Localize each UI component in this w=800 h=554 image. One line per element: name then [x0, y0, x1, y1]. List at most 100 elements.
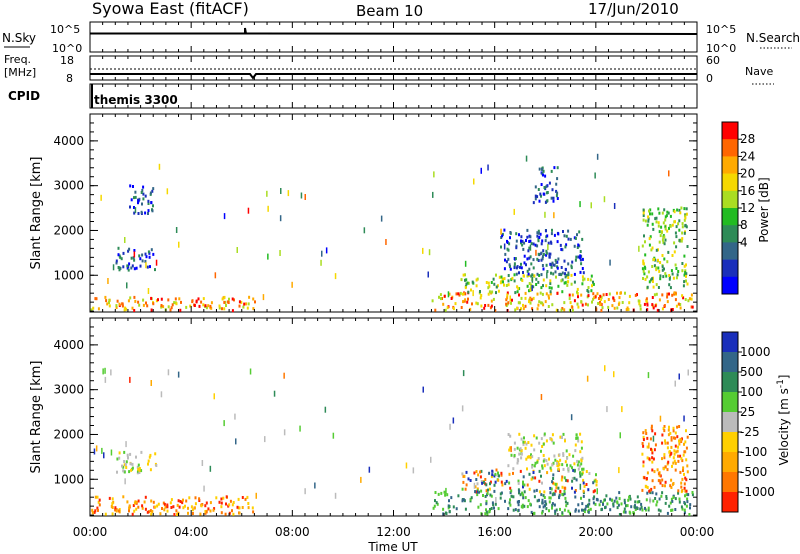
- power-echo-cell: [684, 265, 686, 268]
- velocity-echo-cell: [609, 498, 611, 501]
- power-echo-cell: [506, 296, 508, 299]
- power-echo-cell: [525, 292, 527, 295]
- velocity-echo-cell: [581, 459, 583, 462]
- power-echo-cell: [521, 279, 523, 282]
- velocity-echo-cell: [634, 500, 636, 503]
- power-echo-cell: [128, 299, 130, 302]
- velocity-echo-cell: [110, 369, 112, 375]
- power-echo-cell: [535, 278, 537, 281]
- velocity-echo-cell: [680, 482, 682, 485]
- velocity-echo-cell: [172, 505, 174, 508]
- power-echo-cell: [533, 201, 535, 204]
- velocity-echo-cell: [126, 460, 128, 463]
- velocity-echo-cell: [488, 472, 490, 475]
- power-echo-cell: [562, 230, 564, 233]
- power-echo-cell: [577, 288, 579, 291]
- power-echo-cell: [672, 224, 674, 227]
- power-echo-cell: [133, 309, 135, 312]
- velocity-echo-cell: [123, 451, 125, 454]
- velocity-echo-cell: [423, 387, 425, 393]
- power-echo-cell: [555, 183, 557, 186]
- power-echo-cell: [546, 272, 548, 278]
- colorbar-tick-label: 12: [740, 201, 755, 215]
- power-echo-cell: [549, 182, 551, 185]
- velocity-echo-cell: [604, 506, 606, 509]
- velocity-echo-cell: [566, 464, 568, 467]
- velocity-echo-cell: [497, 472, 499, 475]
- power-echo-cell: [152, 204, 154, 207]
- colorbar-tick-label: 1000: [740, 345, 771, 359]
- power-echo-cell: [662, 275, 664, 278]
- power-echo-cell: [487, 165, 489, 171]
- velocity-echo-cell: [581, 440, 583, 443]
- power-echo-cell: [598, 297, 600, 300]
- velocity-echo-cell: [221, 502, 223, 505]
- velocity-echo-cell: [520, 470, 522, 473]
- velocity-echo-cell: [465, 508, 467, 511]
- velocity-echo-cell: [201, 504, 203, 507]
- power-echo-cell: [564, 245, 566, 248]
- velocity-echo-cell: [485, 502, 487, 505]
- velocity-echo-cell: [539, 505, 541, 508]
- velocity-echo-cell: [531, 478, 533, 481]
- power-echo-cell: [133, 196, 135, 199]
- velocity-echo-cell: [136, 501, 138, 504]
- power-echo-cell: [546, 252, 548, 255]
- power-echo-cell: [656, 217, 658, 220]
- power-echo-cell: [657, 267, 659, 270]
- power-echo-cell: [526, 156, 528, 162]
- velocity-echo-cell: [662, 484, 664, 487]
- power-echo-cell: [131, 198, 133, 201]
- power-echo-cell: [567, 280, 569, 283]
- power-echo-cell: [629, 295, 631, 298]
- power-echo-cell: [656, 220, 658, 223]
- power-echo-cell: [461, 278, 463, 281]
- velocity-echo-cell: [512, 467, 514, 470]
- power-echo-cell: [224, 213, 226, 219]
- power-echo-cell: [574, 299, 576, 302]
- power-echo-cell: [464, 279, 466, 282]
- power-echo-cell: [560, 248, 562, 251]
- velocity-echo-cell: [643, 461, 645, 464]
- power-echo-cell: [465, 283, 467, 286]
- velocity-echo-cell: [105, 513, 107, 516]
- power-echo-cell: [670, 286, 672, 289]
- velocity-echo-cell: [564, 497, 566, 500]
- velocity-echo-cell: [544, 464, 546, 467]
- power-echo-cell: [517, 287, 519, 290]
- power-echo-cell: [538, 232, 540, 235]
- power-echo-cell: [432, 192, 434, 198]
- power-echo-cell: [465, 261, 467, 267]
- cpid-strip: CPID themis 3300: [8, 84, 697, 108]
- velocity-echo-cell: [471, 496, 473, 499]
- velocity-echo-cell: [463, 370, 465, 376]
- velocity-echo-cell: [576, 434, 578, 437]
- power-echo-cell: [616, 292, 618, 295]
- velocity-echo-cell: [676, 426, 678, 429]
- velocity-echo-cell: [501, 484, 503, 487]
- power-echo-cell: [571, 306, 573, 309]
- power-echo-cell: [520, 235, 522, 238]
- power-echo-cell: [546, 264, 548, 267]
- velocity-echo-cell: [252, 510, 254, 513]
- velocity-echo-cell: [284, 429, 286, 435]
- velocity-echo-cell: [680, 486, 682, 489]
- power-echo-cell: [157, 298, 159, 301]
- velocity-echo-cell: [204, 504, 206, 507]
- power-echo-cell: [521, 297, 523, 300]
- power-echo-cell: [658, 212, 660, 215]
- power-echo-cell: [612, 296, 614, 299]
- power-echo-cell: [587, 278, 589, 281]
- power-echo-cell: [579, 201, 581, 207]
- power-echo-cell: [644, 266, 646, 269]
- power-echo-cell: [541, 239, 543, 242]
- velocity-plot-frame: [90, 318, 697, 516]
- velocity-echo-cell: [617, 506, 619, 509]
- power-echo-cell: [543, 170, 545, 173]
- power-echo-cell: [607, 306, 609, 309]
- power-echo-cell: [194, 304, 196, 307]
- velocity-echo-cell: [661, 442, 663, 445]
- velocity-echo-cell: [641, 453, 643, 456]
- power-echo-cell: [119, 303, 121, 306]
- power-echo-cell: [301, 193, 303, 199]
